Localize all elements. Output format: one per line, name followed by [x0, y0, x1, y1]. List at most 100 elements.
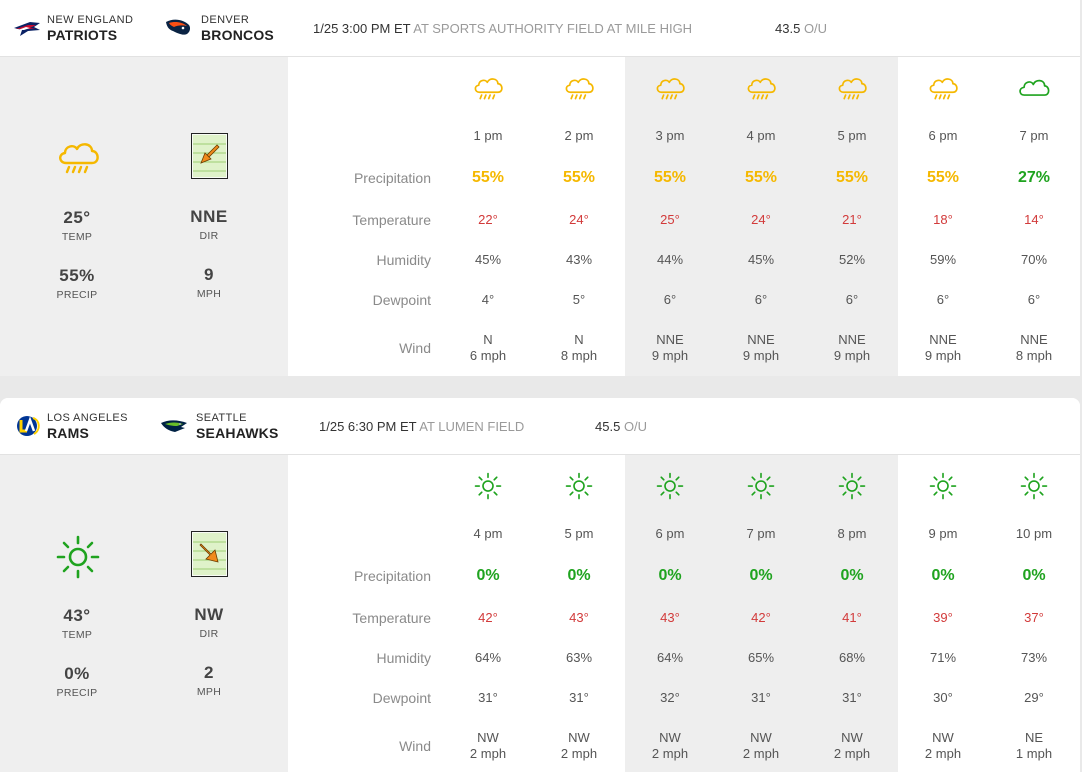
hour-humidity: 64% [474, 650, 502, 665]
hour-time: 5 pm [837, 128, 867, 143]
hour-temp: 21° [842, 212, 862, 227]
hour-humidity: 44% [656, 252, 684, 267]
row-label-wind: Wind [399, 340, 431, 356]
hour-wind-dir: NNE [838, 332, 866, 347]
hour-wind: NNE 9 mph [807, 332, 897, 364]
hour-wind-dir: NNE [929, 332, 957, 347]
hour-precip: 55% [653, 169, 687, 186]
game-datetime: 1/25 3:00 PM ET [313, 21, 411, 36]
hour-precip: 55% [471, 169, 505, 186]
hour-temp: 18° [933, 212, 953, 227]
game-venue: AT SPORTS AUTHORITY FIELD AT MILE HIGH [413, 21, 693, 36]
hour-precip: 55% [744, 169, 778, 186]
away-name: PATRIOTS [47, 27, 118, 43]
hour-time: 7 pm [746, 526, 776, 541]
sun-icon [926, 471, 960, 501]
hour-precip: 0% [931, 567, 955, 584]
hour-precip: 55% [562, 169, 596, 186]
hour-time: 5 pm [564, 526, 594, 541]
hour-wind-dir: NNE [1020, 332, 1048, 347]
row-label-wind: Wind [399, 738, 431, 754]
seahawks-logo [161, 420, 187, 432]
hour-wind: NW 2 mph [807, 730, 897, 762]
home-name: SEAHAWKS [196, 425, 279, 441]
summary-temp: 25° TEMP [61, 208, 93, 243]
hour-humidity: 65% [747, 650, 775, 665]
hour-wind-dir: NW [841, 730, 863, 745]
broncos-logo [166, 19, 191, 35]
row-label-humidity: Humidity [376, 650, 431, 666]
hour-dewpoint: 31° [842, 690, 862, 705]
hour-temp: 24° [569, 212, 589, 227]
game-header: NEW ENGLAND PATRIOTS DENVER BRONCOS 1/25… [0, 0, 1080, 57]
hour-humidity: 68% [838, 650, 866, 665]
hour-dewpoint: 6° [845, 292, 859, 307]
wind-direction-compass [191, 133, 228, 179]
hour-time: 9 pm [928, 526, 958, 541]
hour-wind-dir: NW [932, 730, 954, 745]
hour-dewpoint: 6° [663, 292, 677, 307]
hour-dewpoint: 30° [933, 690, 953, 705]
hour-dewpoint: 31° [569, 690, 589, 705]
hour-wind-speed: 2 mph [651, 746, 689, 761]
away-city: NEW ENGLAND [47, 14, 134, 26]
over-under: 43.5 O/U [775, 21, 827, 36]
hour-wind: NE 1 mph [989, 730, 1079, 762]
summary-temp: 43° TEMP [61, 606, 93, 641]
hour-time: 3 pm [655, 128, 685, 143]
hour-wind-speed: 2 mph [469, 746, 507, 761]
game-summary: 43° TEMP NW DIR 0% PRECIP 2 MPH [0, 455, 288, 772]
summary-precip: 0% PRECIP [56, 664, 98, 699]
hour-humidity: 63% [565, 650, 593, 665]
home-name: BRONCOS [201, 27, 274, 43]
hour-wind-speed: 9 mph [833, 348, 871, 363]
hour-wind-dir: N [483, 332, 493, 347]
hour-wind-speed: 9 mph [924, 348, 962, 363]
hour-wind-speed: 9 mph [651, 348, 689, 363]
away-city: LOS ANGELES [47, 412, 128, 424]
hour-precip: 0% [658, 567, 682, 584]
hour-wind-dir: NNE [656, 332, 684, 347]
hour-wind-speed: 6 mph [469, 348, 507, 363]
row-label-temperature: Temperature [352, 212, 431, 228]
hour-temp: 37° [1024, 610, 1044, 625]
hour-time: 6 pm [655, 526, 685, 541]
hour-temp: 14° [1024, 212, 1044, 227]
sun-icon [744, 471, 778, 501]
hour-precip: 0% [476, 567, 500, 584]
sun-icon [835, 471, 869, 501]
hour-wind: NNE 9 mph [716, 332, 806, 364]
hour-wind-speed: 8 mph [560, 348, 598, 363]
hour-humidity: 59% [929, 252, 957, 267]
hour-precip: 55% [835, 169, 869, 186]
hour-time: 10 pm [1015, 526, 1053, 541]
row-label-humidity: Humidity [376, 252, 431, 268]
ou-value: 43.5 [775, 21, 801, 36]
hour-time: 4 pm [746, 128, 776, 143]
summary-precip: 55% PRECIP [56, 266, 98, 301]
hour-precip: 0% [1022, 567, 1046, 584]
game-card: NEW ENGLAND PATRIOTS DENVER BRONCOS 1/25… [0, 0, 1080, 376]
hour-time: 8 pm [837, 526, 867, 541]
game-card: LOS ANGELES RAMS SEATTLE SEAHAWKS 1/25 6… [0, 398, 1080, 772]
wind-direction-compass [191, 531, 228, 577]
hour-wind-dir: N [574, 332, 584, 347]
hour-wind-dir: NW [568, 730, 590, 745]
hour-wind-speed: 2 mph [924, 746, 962, 761]
hour-precip: 55% [926, 169, 960, 186]
hour-wind-speed: 2 mph [833, 746, 871, 761]
ou-label: O/U [623, 419, 648, 434]
hour-time: 1 pm [473, 128, 503, 143]
arrow-down-left-icon [200, 144, 220, 164]
hour-time: 2 pm [564, 128, 594, 143]
hour-dewpoint: 5° [572, 292, 586, 307]
hour-temp: 42° [478, 610, 498, 625]
hour-temp: 42° [751, 610, 771, 625]
sun-icon [471, 471, 505, 501]
rain-cloud-icon [835, 73, 869, 103]
rain-cloud-icon [744, 73, 778, 103]
hour-wind-dir: NW [477, 730, 499, 745]
hour-humidity: 45% [474, 252, 502, 267]
hour-temp: 43° [569, 610, 589, 625]
game-info: 1/25 3:00 PM ET AT SPORTS AUTHORITY FIEL… [313, 21, 692, 36]
